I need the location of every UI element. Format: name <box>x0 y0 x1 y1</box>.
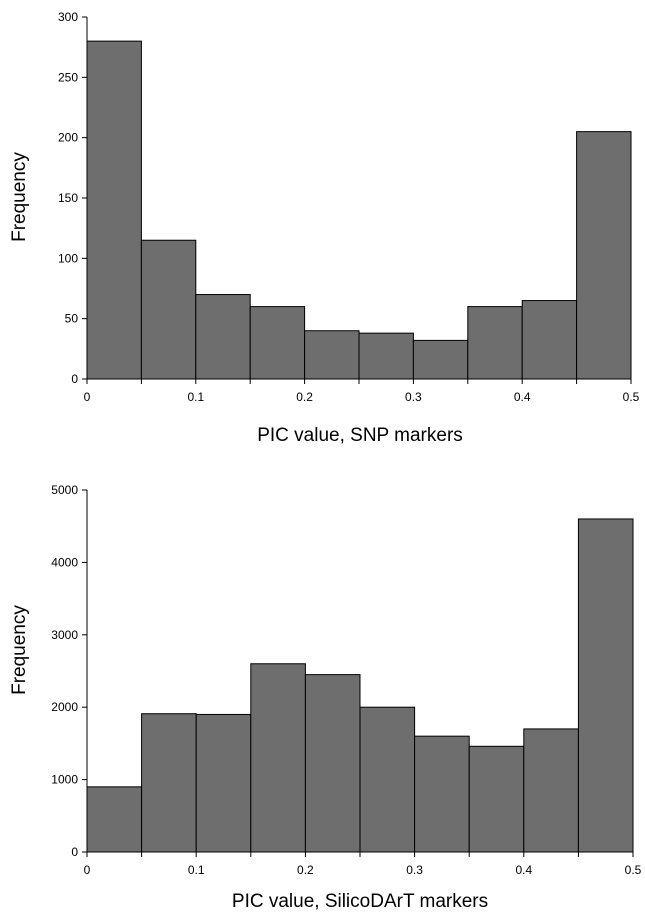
histogram-bar <box>576 131 632 380</box>
x-tick-label: 0.4 <box>514 390 531 404</box>
axes-group: 0 1000 2000 3000 4000 5000 0 0.1 0.2 0.3 0.4 0.5 <box>51 483 641 877</box>
x-tick-label: 0.5 <box>623 390 640 404</box>
histogram-bar <box>412 339 469 380</box>
y-tick-label: 250 <box>58 70 78 84</box>
snp-chart-svg: 0 50 100 150 200 250 300 0 0.1 0.2 0.3 0.4 0.5 Frequ… <box>9 10 640 446</box>
histogram-bar <box>468 745 525 853</box>
y-tick-label: 3000 <box>51 628 78 642</box>
histogram-bar <box>249 306 306 380</box>
y-tick-label: 50 <box>65 312 79 326</box>
y-tick-label: 0 <box>71 372 78 386</box>
y-tick-label: 0 <box>71 845 78 859</box>
histogram-bar <box>577 518 634 853</box>
histogram-bar <box>414 735 470 853</box>
histogram-bar <box>86 786 143 853</box>
x-tick-label: 0.1 <box>187 390 204 404</box>
x-tick-label: 0 <box>84 390 91 404</box>
y-tick-label: 5000 <box>51 483 78 497</box>
x-tick-label: 0.4 <box>515 863 532 877</box>
x-tick-label: 0.2 <box>297 863 314 877</box>
histogram-bar <box>359 706 416 853</box>
y-tick-label: 4000 <box>51 555 78 569</box>
axes-group: 0 50 100 150 200 250 300 0 0.1 0.2 0.3 0.4 0.5 <box>58 10 640 404</box>
x-axis-title: PIC value, SNP markers <box>257 425 463 446</box>
x-tick-label: 0.1 <box>188 863 205 877</box>
x-tick-label: 0.5 <box>625 863 642 877</box>
bars-group <box>86 518 634 853</box>
histogram-bar <box>358 332 414 380</box>
histogram-bar <box>523 728 579 853</box>
histogram-bar <box>304 674 361 853</box>
bars-group <box>86 40 632 380</box>
y-tick-label: 2000 <box>51 700 78 714</box>
x-axis-title: PIC value, SilicoDArT markers <box>232 891 488 912</box>
histogram-bar <box>141 713 197 853</box>
histogram-bar <box>86 40 142 380</box>
histogram-bar <box>467 306 523 380</box>
histogram-bar <box>521 300 578 380</box>
x-tick-label: 0 <box>84 863 91 877</box>
histogram-bar <box>195 294 251 380</box>
y-axis-title: Frequency <box>9 152 30 242</box>
x-tick-label: 0.3 <box>405 390 422 404</box>
y-tick-label: 150 <box>58 191 78 205</box>
y-tick-label: 1000 <box>51 773 78 787</box>
x-tick-label: 0.2 <box>296 390 313 404</box>
silicodart-chart-svg: 0 1000 2000 3000 4000 5000 0 0.1 0.2 0.3 0.4 0.5 Fr… <box>9 483 642 912</box>
silicodart-pic-histogram: 0 1000 2000 3000 4000 5000 0 0.1 0.2 0.3 0.4 0.5 Fr… <box>0 470 645 913</box>
y-axis-title: Frequency <box>9 605 30 695</box>
y-tick-label: 100 <box>58 251 78 265</box>
snp-pic-histogram: 0 50 100 150 200 250 300 0 0.1 0.2 0.3 0.4 0.5 Frequ… <box>0 0 645 450</box>
x-tick-label: 0.3 <box>406 863 423 877</box>
histogram-bar <box>195 713 252 853</box>
histogram-bar <box>304 330 360 380</box>
histogram-bar <box>140 239 197 380</box>
y-tick-label: 200 <box>58 131 78 145</box>
y-tick-label: 300 <box>58 10 78 24</box>
histogram-bar <box>250 663 306 853</box>
